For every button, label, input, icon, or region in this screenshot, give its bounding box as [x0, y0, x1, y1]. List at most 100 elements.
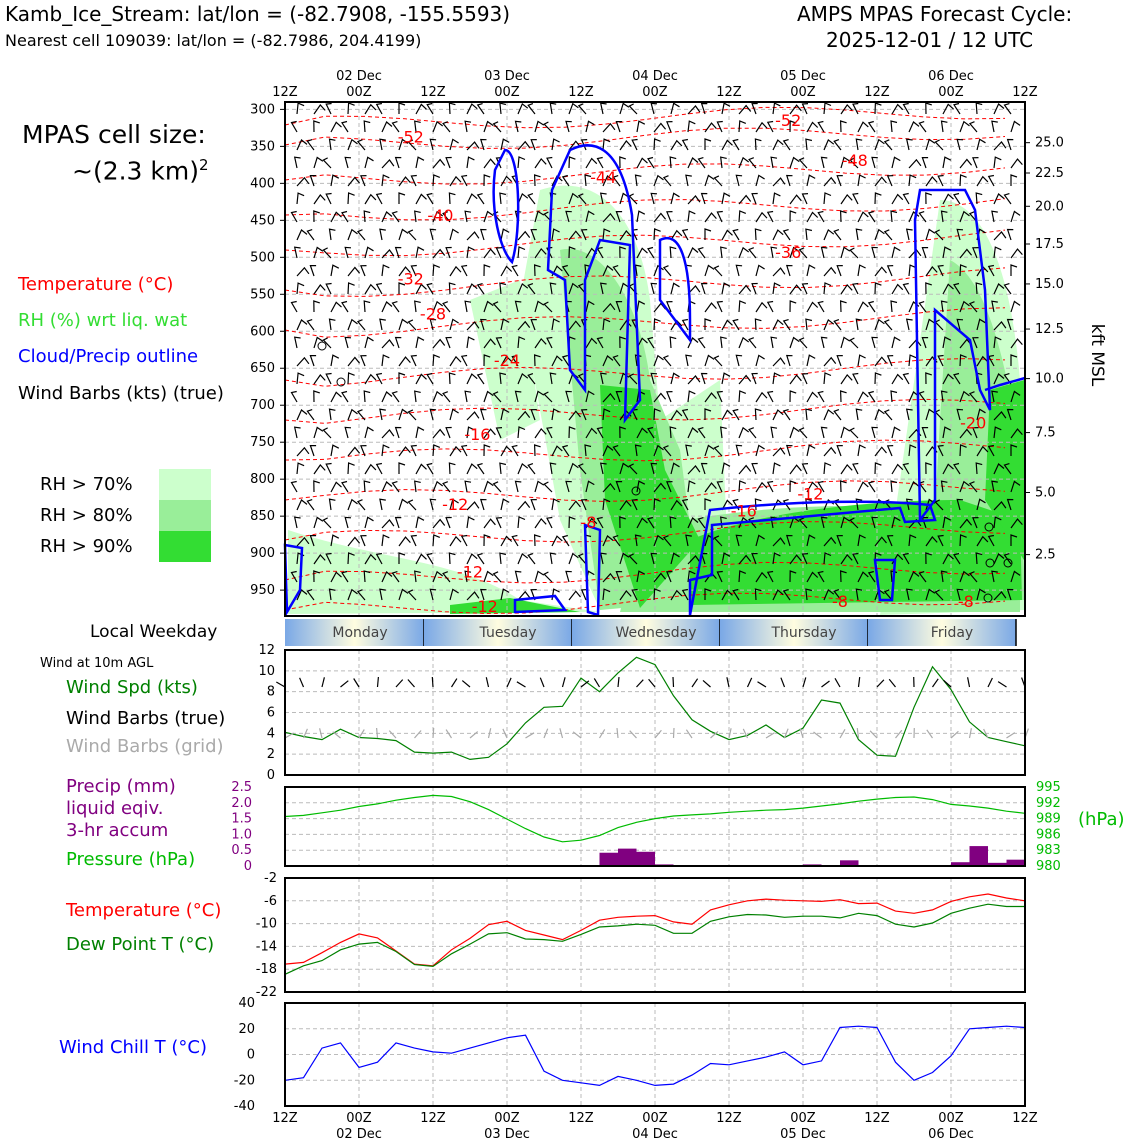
bottom-time-label: 00Z	[790, 1111, 816, 1126]
wind-barb	[953, 102, 961, 115]
legend-rh: RH (%) wrt liq. wat	[18, 310, 188, 331]
wind-barb	[976, 408, 986, 421]
wind-barb	[460, 264, 468, 277]
wind-barb	[687, 427, 699, 439]
section-y-tick-label: 600	[250, 324, 275, 339]
wind-barb	[565, 570, 572, 583]
wind-barb	[415, 553, 427, 565]
wind-barb	[925, 552, 932, 565]
wind-barb	[612, 175, 621, 187]
section-right-tick-label: 22.5	[1035, 166, 1064, 181]
wind-barb	[687, 337, 699, 349]
wind-barb-grid	[685, 729, 693, 739]
wind-barb	[918, 391, 927, 403]
wind-barb	[956, 228, 964, 241]
wind-barb	[937, 354, 944, 367]
wind-barb	[363, 300, 371, 313]
wind-barb	[817, 390, 825, 403]
wind-barb	[840, 426, 851, 439]
wind-barb	[347, 192, 355, 205]
wind-barb	[296, 499, 308, 511]
wind-barb	[697, 517, 706, 529]
pressure-y-tick-label: 980	[1036, 859, 1061, 874]
rh-legend-swatch-70	[159, 469, 211, 500]
wind-barb	[415, 103, 427, 115]
wind-barb	[1010, 428, 1023, 439]
wind-barb	[1003, 193, 1012, 205]
wind-barb	[602, 392, 616, 403]
wind-barb	[755, 264, 765, 277]
wind-barb	[940, 120, 948, 133]
wind-barb	[364, 553, 377, 565]
wind-barb	[296, 192, 305, 205]
wind-barb-grid	[983, 728, 989, 739]
wind-barb	[748, 337, 757, 349]
wind-barb	[330, 354, 340, 367]
wind-barb	[296, 102, 305, 115]
wind-barb	[840, 283, 853, 295]
wind-barb	[347, 408, 358, 421]
wind-barb	[738, 246, 750, 259]
wind-barb	[766, 390, 774, 403]
wind-barb-true	[648, 678, 656, 688]
wind-barb	[823, 192, 832, 205]
wind-barb	[466, 103, 478, 115]
precip-y-tick-label: 1.5	[231, 812, 252, 827]
wind-barb	[466, 336, 475, 349]
wind-barb	[687, 570, 696, 583]
wind-barb	[871, 336, 878, 349]
wind-barb-grid	[742, 728, 749, 739]
wind-barb	[615, 481, 623, 493]
wind-barb	[325, 462, 332, 475]
wind-barb-grid	[487, 728, 492, 739]
wind-barb	[407, 139, 417, 151]
wind-barb	[735, 534, 743, 547]
wind-barb	[934, 139, 944, 151]
wind-barb	[394, 336, 402, 349]
weekday-cell	[720, 619, 868, 646]
wind-barb	[653, 408, 661, 421]
wind-barb	[585, 300, 595, 313]
rh-fill-region	[985, 380, 1024, 560]
wind-barb-grid	[728, 728, 732, 739]
wind-barb	[290, 300, 298, 313]
wind-barb	[568, 552, 579, 565]
wind-barb	[527, 193, 536, 205]
wind-barb	[534, 337, 547, 349]
cloud-outline	[513, 594, 568, 614]
wind-barb	[460, 174, 468, 187]
wind-barb	[738, 464, 752, 475]
wind-barb	[585, 480, 595, 493]
wind-barb	[704, 482, 717, 493]
wind-barb	[534, 120, 545, 133]
wind-barb	[650, 102, 658, 115]
wind-barb	[653, 588, 661, 601]
wind-barb	[704, 444, 715, 457]
wind-barb	[347, 266, 361, 277]
wind-barb	[543, 121, 553, 133]
wind-barb	[874, 228, 885, 241]
wind-barb	[653, 264, 664, 277]
wind-barb	[636, 517, 648, 529]
wind-barb	[902, 192, 910, 205]
wind-barb	[445, 156, 452, 169]
wind-barb	[940, 390, 948, 403]
wind-barb	[713, 175, 723, 187]
wind-barb	[959, 444, 967, 457]
wind-barb	[857, 354, 866, 367]
wind-barb	[647, 516, 655, 529]
wind-barb	[309, 535, 317, 547]
wind-barb	[721, 372, 731, 385]
temperature-panel: -22 -18 -14 -10 -6 -2	[256, 871, 1026, 1000]
wind-y-tick-label: 4	[267, 726, 275, 741]
precip-legend-1: Precip (mm)	[66, 776, 176, 797]
wind-barb	[1003, 463, 1012, 475]
wind-barb	[755, 121, 768, 133]
wind-barb	[772, 589, 784, 601]
wind-barb	[464, 120, 472, 133]
wind-barb	[407, 319, 417, 331]
cycle-date: 2025-12-01 / 12 UTC	[826, 28, 1034, 52]
wind-barb	[398, 408, 409, 421]
wind-barb	[891, 156, 901, 169]
wind-barb	[748, 427, 757, 439]
